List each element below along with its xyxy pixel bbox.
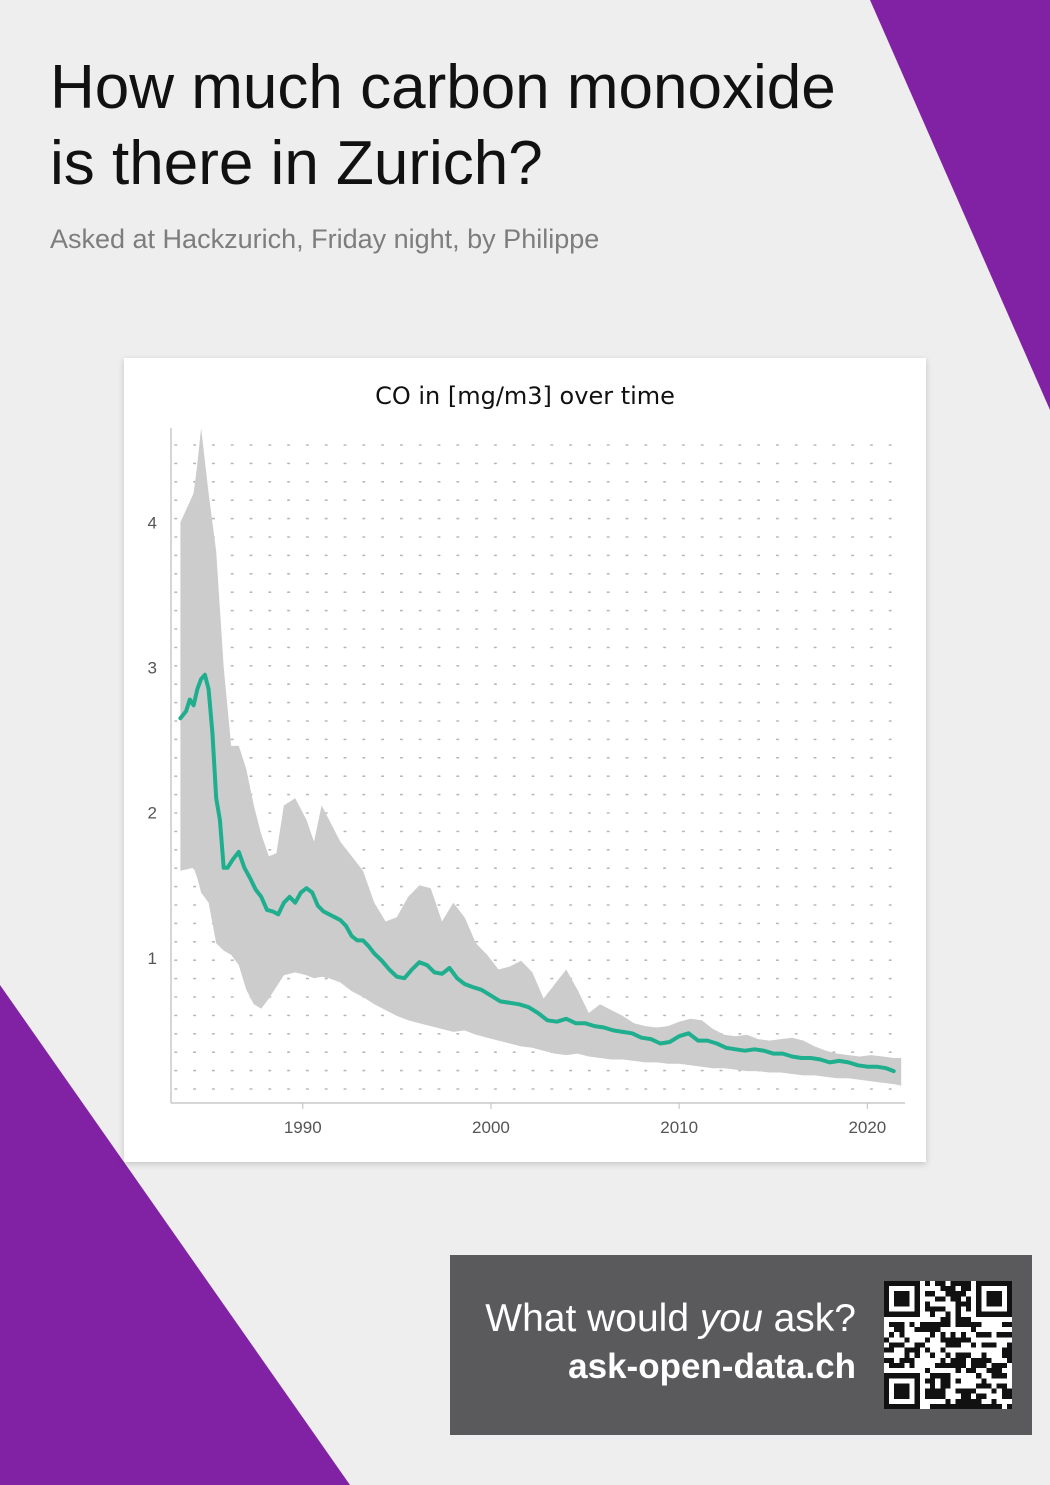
- co-line-chart: CO in [mg/m3] over time 1990 2000 2010 2020…: [148, 382, 906, 1137]
- call-to-action-panel: What would you ask? ask-open-data.ch: [450, 1255, 1032, 1435]
- purple-stripe-bottom-left: [0, 985, 350, 1485]
- y-tick-label-4: 4: [148, 513, 157, 532]
- purple-stripe-top-right: [870, 0, 1050, 410]
- qr-code-icon[interactable]: [884, 1281, 1012, 1409]
- qr-modules: [884, 1281, 1012, 1409]
- cta-question: What would you ask?: [485, 1295, 856, 1343]
- y-tick-label-3: 3: [148, 659, 157, 678]
- axis-ticks: 1990 2000 2010 2020 1 2 3 4: [148, 513, 887, 1137]
- chart-card: CO in [mg/m3] over time 1990 2000 2010 2020…: [124, 358, 926, 1162]
- page-title-line-1: How much carbon monoxide: [50, 53, 836, 122]
- cta-website-link[interactable]: ask-open-data.ch: [568, 1347, 856, 1386]
- y-tick-label-1: 1: [148, 949, 157, 968]
- page-subtitle: Asked at Hackzurich, Friday night, by Ph…: [50, 224, 600, 254]
- confidence-band: [180, 428, 902, 1086]
- page-title-line-2: is there in Zurich?: [50, 129, 543, 198]
- page-title: How much carbon monoxide is there in Zur…: [50, 50, 930, 202]
- x-tick-label-2000: 2000: [472, 1118, 510, 1137]
- y-tick-label-2: 2: [148, 804, 157, 823]
- chart-title: CO in [mg/m3] over time: [375, 382, 675, 410]
- x-tick-label-1990: 1990: [284, 1118, 322, 1137]
- cta-question-end: ask?: [762, 1297, 856, 1340]
- x-tick-label-2010: 2010: [660, 1118, 698, 1137]
- cta-question-start: What would: [485, 1297, 700, 1340]
- cta-question-emphasis: you: [699, 1297, 763, 1340]
- x-tick-label-2020: 2020: [848, 1118, 886, 1137]
- co-series-line: [178, 672, 896, 1074]
- cta-text: What would you ask? ask-open-data.ch: [485, 1295, 856, 1391]
